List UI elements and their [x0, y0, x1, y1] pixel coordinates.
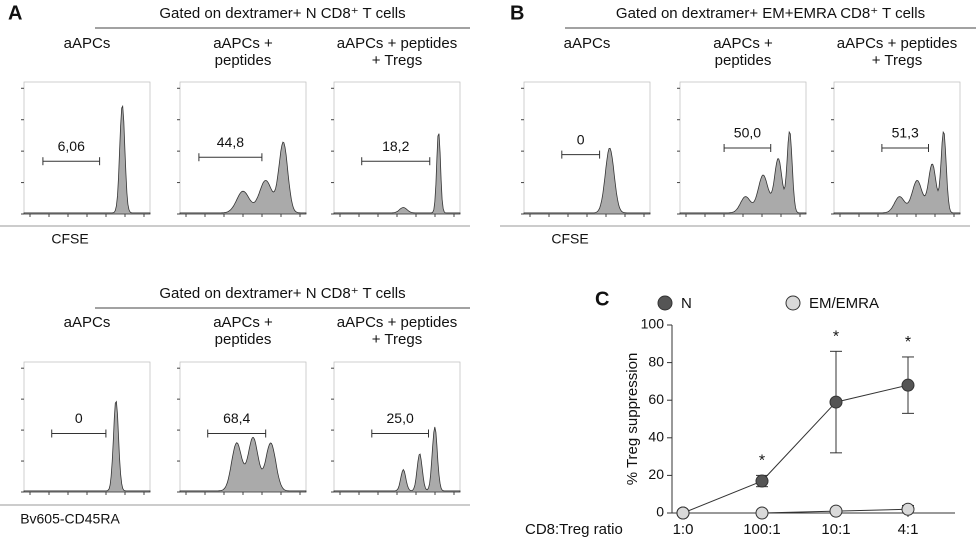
- gate-value: 0: [577, 131, 585, 147]
- column-label: aAPCs +: [213, 314, 273, 331]
- significance: *: [833, 329, 839, 346]
- legend-label: EM/EMRA: [809, 295, 879, 312]
- column-label: aAPCs + peptides: [337, 314, 458, 331]
- y-tick-label: 60: [648, 391, 664, 407]
- line: [682, 384, 909, 514]
- column-label: + Tregs: [372, 331, 422, 348]
- significance: *: [905, 334, 911, 351]
- histogram-frame: [23, 361, 151, 493]
- panel-letter: B: [510, 2, 524, 24]
- y-axis-label: % Treg suppression: [624, 353, 641, 486]
- x-tick-label: 1:0: [673, 521, 694, 538]
- y-tick-label: 80: [648, 353, 664, 369]
- gate-value: 18,2: [382, 138, 409, 154]
- y-tick-label: 0: [656, 504, 664, 520]
- column-label: aAPCs +: [213, 35, 273, 52]
- x-axis-label: Bv605-CD45RA: [20, 511, 120, 527]
- column-label: peptides: [715, 52, 772, 69]
- column-label: aAPCs: [64, 314, 111, 331]
- panel-title: Gated on dextramer+ EM+EMRA CD8⁺ T cells: [616, 5, 925, 22]
- histogram: [23, 400, 151, 493]
- x-tick-label: 10:1: [821, 521, 850, 538]
- point: [755, 506, 769, 520]
- x-axis-label: CFSE: [551, 231, 588, 247]
- histogram-frame: [333, 361, 461, 493]
- histogram-frame: [23, 81, 151, 215]
- y-tick-label: 20: [648, 466, 664, 482]
- column-label: aAPCs: [564, 35, 611, 52]
- x-axis-label: CFSE: [51, 231, 88, 247]
- gate-value: 68,4: [223, 410, 250, 426]
- histogram: [679, 130, 807, 215]
- column-label: peptides: [215, 331, 272, 348]
- column-label: aAPCs: [64, 35, 111, 52]
- column-label: aAPCs + peptides: [337, 35, 458, 52]
- point: [829, 395, 843, 409]
- legend-label: N: [681, 295, 692, 312]
- column-label: aAPCs + peptides: [837, 35, 958, 52]
- gate-value: 6,06: [58, 138, 85, 154]
- histogram: [833, 130, 961, 215]
- significance: *: [759, 453, 765, 470]
- line: [683, 508, 909, 514]
- gate-value: 25,0: [387, 410, 414, 426]
- x-tick-label: 100:1: [743, 521, 781, 538]
- histogram: [333, 133, 461, 215]
- point: [755, 474, 769, 488]
- histogram: [523, 147, 651, 215]
- gate-value: 50,0: [734, 125, 761, 141]
- panel-title: Gated on dextramer+ N CD8⁺ T cells: [159, 285, 405, 302]
- histogram-frame: [523, 81, 651, 215]
- column-label: aAPCs +: [713, 35, 773, 52]
- y-tick-label: 40: [648, 429, 664, 445]
- histogram: [333, 426, 461, 493]
- x-axis-label: CD8:Treg ratio: [525, 521, 623, 538]
- gate-value: 44,8: [217, 134, 244, 150]
- point: [901, 378, 915, 392]
- point: [829, 504, 843, 518]
- panel-letter: A: [8, 2, 22, 24]
- point: [676, 506, 690, 520]
- legend-swatch: [785, 295, 801, 311]
- y-tick-label: 100: [641, 316, 665, 332]
- gate-value: 0: [75, 410, 83, 426]
- point: [901, 502, 915, 516]
- column-label: + Tregs: [872, 52, 922, 69]
- panel-title: Gated on dextramer+ N CD8⁺ T cells: [159, 5, 405, 22]
- legend-swatch: [657, 295, 673, 311]
- column-label: + Tregs: [372, 52, 422, 69]
- x-tick-label: 4:1: [898, 521, 919, 538]
- column-label: peptides: [215, 52, 272, 69]
- gate-value: 51,3: [892, 125, 919, 141]
- panel-letter: C: [595, 288, 609, 310]
- histogram: [179, 437, 307, 493]
- histogram: [23, 104, 151, 215]
- histogram: [179, 141, 307, 215]
